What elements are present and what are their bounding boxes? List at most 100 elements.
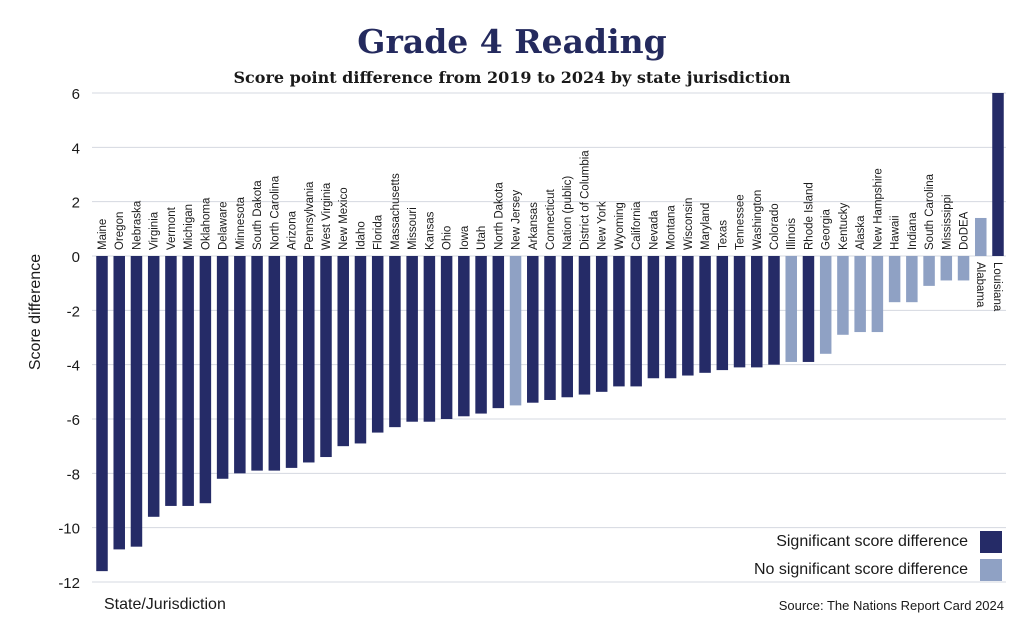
bar (699, 256, 711, 373)
bar (406, 256, 418, 422)
y-tick-label: 0 (72, 249, 80, 266)
x-tick-label: DoDEA (959, 211, 971, 250)
bar (354, 256, 367, 444)
bar (320, 256, 332, 458)
bar (992, 93, 1004, 256)
bar (837, 256, 849, 335)
bar (268, 256, 281, 471)
x-tick-label: Pennsylvania (304, 181, 316, 250)
chart-title: Grade 4 Reading (357, 22, 667, 61)
x-tick-label: Nevada (648, 210, 660, 250)
x-tick-label: Missouri (407, 207, 419, 250)
bar (371, 256, 384, 433)
bar (544, 256, 556, 400)
y-tick-label: -8 (67, 466, 80, 483)
bar (337, 256, 349, 447)
x-tick-label: District of Columbia (579, 150, 591, 250)
x-tick-label: New Mexico (338, 187, 350, 250)
x-tick-label: Wisconsin (683, 198, 695, 250)
bar (716, 256, 729, 371)
y-tick-label: -4 (67, 358, 80, 375)
bar (182, 256, 194, 506)
bar (906, 256, 918, 303)
x-tick-label: Alabama (974, 262, 986, 308)
x-tick-label: Washington (752, 190, 764, 250)
bar (871, 256, 884, 333)
bar (251, 256, 263, 471)
x-tick-label: Oregon (114, 212, 126, 250)
bar (285, 256, 298, 468)
y-tick-label: 6 (72, 86, 80, 103)
bar (475, 256, 487, 414)
x-tick-label: Florida (373, 214, 385, 250)
x-tick-label: Iowa (459, 225, 471, 250)
bar (492, 256, 505, 409)
x-tick-label: Idaho (355, 221, 367, 250)
x-axis-label: State/Jurisdiction (104, 596, 226, 613)
bar (234, 256, 246, 474)
x-tick-label: North Dakota (493, 182, 505, 250)
chart-subtitle: Score point difference from 2019 to 2024… (233, 68, 791, 87)
x-tick-label: Alaska (855, 215, 867, 250)
x-tick-label: Maine (97, 219, 109, 250)
bar (957, 256, 970, 281)
x-tick-label: Louisiana (991, 262, 1003, 312)
bar (458, 256, 470, 417)
x-tick-label: Kentucky (838, 202, 850, 250)
bar (940, 256, 953, 281)
bar (751, 256, 763, 368)
x-tick-label: Delaware (218, 201, 230, 250)
bar (389, 256, 401, 428)
bar (527, 256, 539, 403)
x-tick-label: Maryland (700, 203, 712, 250)
bar (975, 217, 987, 256)
x-tick-label: North Carolina (269, 175, 281, 250)
x-tick-label: Tennessee (735, 194, 747, 250)
legend-swatch-not-significant (980, 559, 1002, 581)
bar (923, 256, 935, 286)
x-tick-label: Montana (666, 205, 678, 250)
bar (578, 256, 591, 395)
bar (785, 256, 797, 362)
x-tick-label: Oklahoma (200, 197, 212, 250)
x-tick-label: South Carolina (924, 173, 936, 250)
x-tick-label: Virginia (149, 211, 161, 250)
x-tick-label: Texas (717, 220, 729, 250)
y-tick-label: -2 (67, 303, 80, 320)
bar (630, 256, 642, 387)
bar (113, 256, 125, 550)
x-tick-label: South Dakota (252, 180, 264, 250)
bar (165, 256, 177, 506)
x-tick-label: Wyoming (614, 202, 626, 250)
source-note: Source: The Nations Report Card 2024 (778, 598, 1004, 613)
bar (440, 256, 453, 419)
x-tick-label: Colorado (769, 203, 781, 250)
legend-swatch-significant (980, 531, 1002, 553)
bar (199, 256, 212, 504)
y-tick-label: -6 (67, 412, 80, 429)
x-tick-label: Mississippi (941, 194, 953, 250)
x-tick-label: Hawaii (890, 215, 902, 250)
x-tick-label: Nation (public) (562, 176, 574, 250)
bar (613, 256, 625, 387)
x-tick-label: Utah (476, 226, 488, 250)
bar (509, 256, 522, 406)
x-tick-label: Michigan (183, 204, 195, 250)
bar (819, 256, 832, 354)
bar (216, 256, 229, 479)
bar (147, 256, 160, 517)
bar (647, 256, 660, 379)
x-tick-label: Illinois (786, 218, 798, 250)
bar (768, 256, 780, 365)
x-tick-label: West Virginia (321, 182, 333, 250)
legend-item-significant: Significant score difference (776, 531, 1002, 553)
bar (854, 256, 866, 333)
x-tick-label: Minnesota (235, 196, 247, 250)
legend-item-not-significant: No significant score difference (754, 559, 1002, 581)
y-tick-label: -12 (58, 575, 80, 592)
y-tick-label: 2 (72, 195, 80, 212)
bar (802, 256, 815, 362)
legend-label-not-significant: No significant score difference (753, 561, 968, 578)
x-tick-label: New Hampshire (872, 168, 884, 250)
